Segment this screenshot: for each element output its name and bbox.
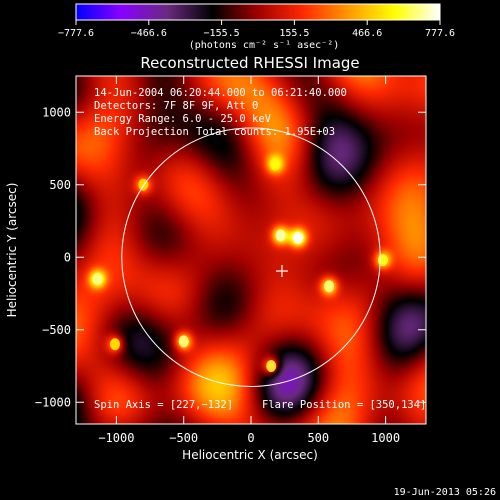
bright-source [377, 254, 388, 267]
bright-source [270, 158, 281, 171]
heatmap-image [76, 76, 426, 424]
plot-area: −1000 −500 0 500 1000 −1000 −500 0 500 1000 [35, 75, 427, 445]
colorbar-tick-label: 155.5 [279, 28, 309, 39]
bright-source [293, 231, 304, 244]
y-tick-label: 500 [49, 178, 71, 192]
y-axis-label: Heliocentric Y (arcsec) [5, 183, 19, 318]
x-axis-label: Heliocentric X (arcsec) [182, 448, 318, 462]
bright-source [275, 229, 286, 242]
colorbar-tick-label: 777.6 [425, 28, 455, 39]
bright-source [324, 280, 335, 293]
colorbar: −777.6 −466.6 −155.5 155.5 466.6 777.6 (photo… [58, 3, 455, 51]
colorbar-units: (photons cm⁻² s⁻¹ asec⁻²) [189, 40, 340, 51]
bright-source [266, 360, 277, 372]
y-tick-label: −500 [42, 323, 71, 337]
spin-axis-label: Spin Axis = [227,−132] [94, 399, 233, 411]
bright-source [92, 273, 103, 285]
y-tick-label: −1000 [35, 395, 71, 409]
y-axis-ticks: −1000 −500 0 500 1000 [35, 105, 426, 409]
flare-cross-marker [275, 265, 288, 278]
x-tick-label: 500 [307, 431, 329, 445]
bright-sources [92, 158, 388, 372]
method-label: Back Projection [94, 126, 189, 138]
colorbar-ticks: −777.6 −466.6 −155.5 155.5 466.6 777.6 [58, 20, 455, 39]
y-tick-label: 0 [64, 250, 71, 264]
image-annotations: 14-Jun-2004 06:20:44.000 to 06:21:40.000… [94, 87, 426, 411]
x-tick-label: −500 [169, 431, 198, 445]
x-tick-label: 0 [247, 431, 254, 445]
bright-source [110, 338, 121, 351]
bright-source [178, 335, 189, 348]
x-axis-ticks: −1000 −500 0 500 1000 [98, 76, 400, 445]
footer-timestamp: 19-Jun-2013 05:26 [394, 487, 496, 498]
energy-range-label: Energy Range: 6.0 - 25.0 keV [94, 113, 272, 125]
x-tick-label: 1000 [371, 431, 400, 445]
colorbar-gradient [75, 3, 441, 21]
solar-limb-circle [121, 127, 381, 387]
time-range-label: 14-Jun-2004 06:20:44.000 to 06:21:40.000 [94, 87, 347, 99]
colorbar-tick-label: −777.6 [58, 28, 94, 39]
x-tick-label: −1000 [98, 431, 134, 445]
chart-title: Reconstructed RHESSI Image [140, 54, 359, 72]
detectors-label: Detectors: 7F 8F 9F, Att 0 [94, 100, 258, 112]
colorbar-tick-label: 466.6 [352, 28, 382, 39]
flare-position-label: Flare Position = [350,134] [262, 399, 426, 411]
colorbar-tick-label: −155.5 [204, 28, 240, 39]
colorbar-tick-label: −466.6 [131, 28, 167, 39]
total-counts-label: Total counts: 1.95E+03 [196, 126, 335, 138]
y-tick-label: 1000 [42, 105, 71, 119]
